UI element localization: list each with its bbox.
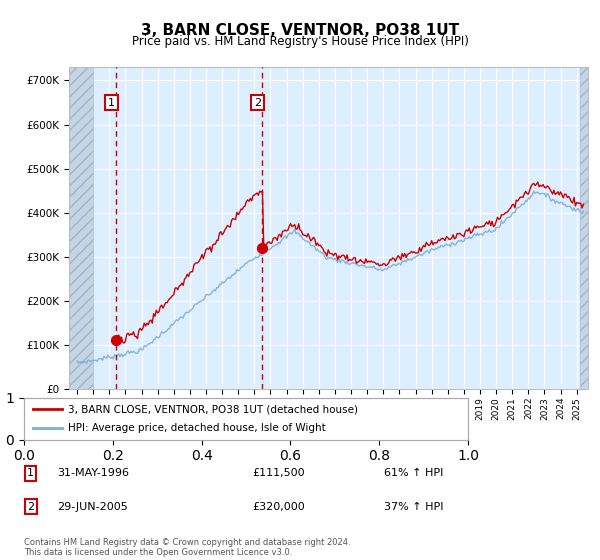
Text: 61% ↑ HPI: 61% ↑ HPI — [384, 468, 443, 478]
Bar — [580, 67, 588, 389]
Bar — [69, 67, 93, 389]
Text: 37% ↑ HPI: 37% ↑ HPI — [384, 502, 443, 512]
Text: 1: 1 — [27, 468, 34, 478]
Text: £320,000: £320,000 — [252, 502, 305, 512]
Text: 3, BARN CLOSE, VENTNOR, PO38 1UT (detached house): 3, BARN CLOSE, VENTNOR, PO38 1UT (detach… — [68, 404, 358, 414]
Text: 29-JUN-2005: 29-JUN-2005 — [57, 502, 128, 512]
Text: 3, BARN CLOSE, VENTNOR, PO38 1UT: 3, BARN CLOSE, VENTNOR, PO38 1UT — [141, 24, 459, 38]
Text: 31-MAY-1996: 31-MAY-1996 — [57, 468, 129, 478]
Text: 2: 2 — [254, 97, 261, 108]
Text: £111,500: £111,500 — [252, 468, 305, 478]
Point — [111, 335, 121, 344]
Text: Contains HM Land Registry data © Crown copyright and database right 2024.
This d: Contains HM Land Registry data © Crown c… — [24, 538, 350, 557]
Text: Price paid vs. HM Land Registry's House Price Index (HPI): Price paid vs. HM Land Registry's House … — [131, 35, 469, 49]
Point — [257, 244, 267, 253]
Text: 1: 1 — [108, 97, 115, 108]
Text: HPI: Average price, detached house, Isle of Wight: HPI: Average price, detached house, Isle… — [68, 423, 326, 433]
Text: 2: 2 — [27, 502, 34, 512]
